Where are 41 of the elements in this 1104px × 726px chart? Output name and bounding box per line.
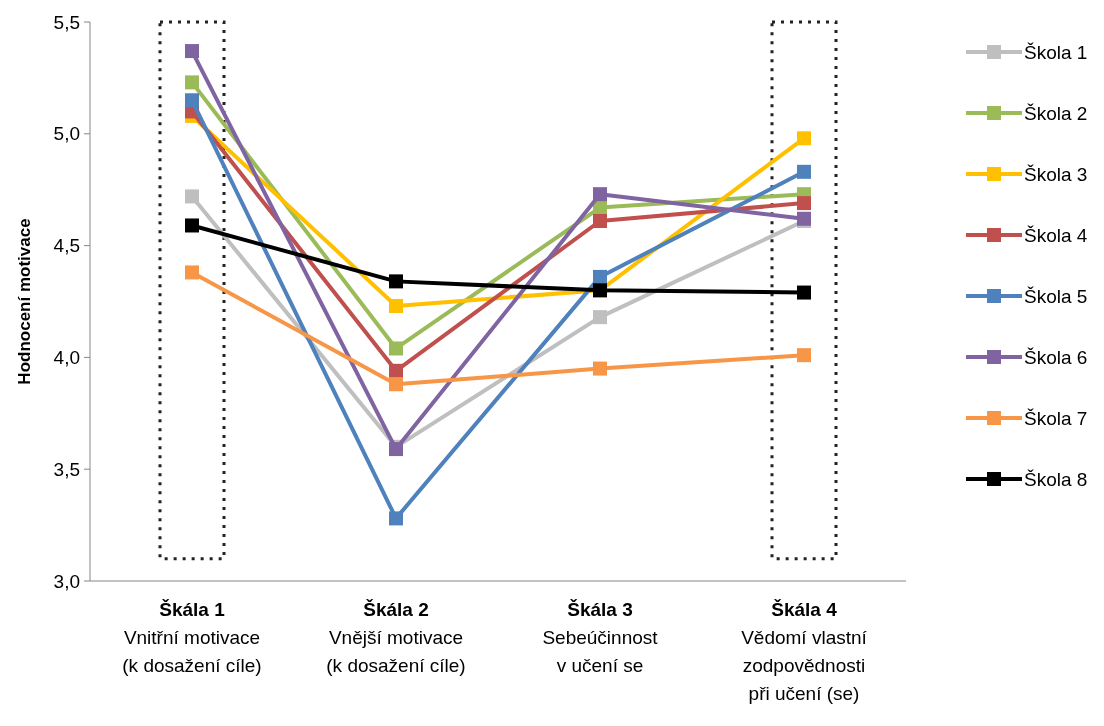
point bbox=[593, 269, 607, 284]
legend-label: Škola 4 bbox=[1024, 224, 1088, 246]
point bbox=[389, 341, 403, 356]
y-tick-label: 3,0 bbox=[53, 570, 80, 592]
point bbox=[389, 298, 403, 313]
point bbox=[185, 265, 199, 280]
legend-label: Škola 5 bbox=[1024, 285, 1088, 307]
x-tick-label: Škála 4 Vědomí vlastní zodpovědnosti při učení (se) bbox=[741, 599, 868, 704]
point bbox=[185, 93, 199, 108]
legend-label: Škola 6 bbox=[1024, 346, 1088, 368]
point bbox=[593, 361, 607, 376]
y-tick-label: 3,5 bbox=[53, 458, 80, 480]
point bbox=[389, 363, 403, 378]
x-tick-label: Škála 2 Vnější motivace (k dosažení cíle) bbox=[326, 599, 466, 676]
point bbox=[797, 285, 811, 300]
point bbox=[185, 75, 199, 90]
point bbox=[593, 214, 607, 228]
legend-label: Škola 1 bbox=[1024, 41, 1088, 63]
point bbox=[797, 348, 811, 363]
legend-label: Škola 2 bbox=[1024, 102, 1088, 124]
point bbox=[185, 218, 199, 233]
point bbox=[185, 44, 199, 59]
point bbox=[797, 164, 811, 179]
point bbox=[389, 377, 403, 392]
legend-label: Škola 8 bbox=[1024, 468, 1088, 490]
x-tick-label: Škála 3 Sebeúčinnost v učení se bbox=[542, 599, 659, 676]
y-tick-label: 4,0 bbox=[53, 347, 80, 369]
x-tick-label: Škála 1 Vnitřní motivace (k dosažení cíle) bbox=[122, 599, 262, 676]
y-tick-label: 5,5 bbox=[53, 11, 80, 33]
point bbox=[593, 187, 607, 202]
y-axis-title: Hodnocení motivace bbox=[15, 218, 34, 385]
y-tick-label: 4,5 bbox=[53, 235, 80, 257]
point bbox=[389, 274, 403, 289]
point bbox=[593, 310, 607, 325]
point bbox=[797, 131, 811, 146]
legend-label: Škola 7 bbox=[1024, 407, 1088, 429]
point bbox=[185, 189, 199, 204]
legend-label: Škola 3 bbox=[1024, 163, 1088, 185]
y-tick-label: 5,0 bbox=[53, 123, 80, 145]
point bbox=[389, 511, 403, 526]
point bbox=[797, 196, 811, 211]
